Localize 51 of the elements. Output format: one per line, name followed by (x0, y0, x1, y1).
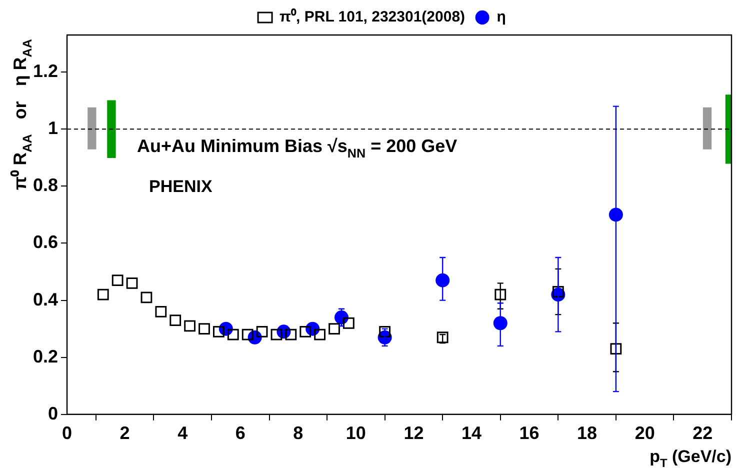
point (140, 292, 152, 304)
y-tick-label: 1.2 (32, 61, 58, 82)
point (285, 328, 297, 340)
point (494, 288, 506, 300)
x-tick-label: 20 (634, 423, 655, 444)
y-axis-title: π⁰ RAA or η RAA (10, 38, 34, 190)
point (242, 328, 254, 340)
bar (88, 107, 96, 150)
point (300, 326, 312, 338)
x-tick-label: 2 (120, 423, 130, 444)
point (493, 316, 508, 330)
point (170, 314, 182, 326)
point (610, 343, 622, 354)
point (227, 328, 239, 340)
y-tick-label: 0.2 (32, 346, 58, 366)
point (126, 277, 138, 289)
point (198, 323, 210, 335)
x-tick-label: 14 (461, 423, 482, 444)
y-tick-label: 1 (48, 118, 58, 138)
point (552, 286, 564, 298)
point (184, 320, 196, 332)
annotation: PHENIX (149, 176, 213, 196)
point (112, 274, 124, 286)
point (314, 328, 326, 340)
y-tick-label: 0.6 (32, 232, 58, 252)
legend-label: η (496, 8, 506, 26)
point (343, 317, 354, 329)
x-tick-label: 22 (692, 423, 713, 444)
point (379, 326, 391, 338)
x-tick-label: 12 (404, 423, 424, 444)
x-tick-label: 0 (62, 423, 72, 444)
y-tick-label: 0.4 (32, 289, 58, 310)
point (270, 328, 282, 340)
y-tick-label: 0.8 (32, 175, 58, 196)
y-tick-label: 0 (48, 403, 58, 424)
bar (702, 107, 712, 150)
point (212, 326, 224, 338)
point (155, 306, 167, 318)
x-tick-label: 16 (519, 423, 540, 444)
point (256, 326, 268, 338)
bar (107, 100, 116, 158)
x-tick-label: 18 (577, 423, 598, 444)
x-tick-label: 6 (235, 423, 246, 444)
x-tick-label: 10 (346, 423, 366, 444)
point (328, 323, 340, 335)
point (608, 208, 623, 222)
legend-label: π⁰, PRL 101, 232301(2008) (280, 8, 466, 26)
x-tick-label: 8 (293, 423, 304, 444)
point (436, 273, 450, 288)
point (97, 288, 109, 300)
x-tick-label: 4 (178, 423, 188, 444)
